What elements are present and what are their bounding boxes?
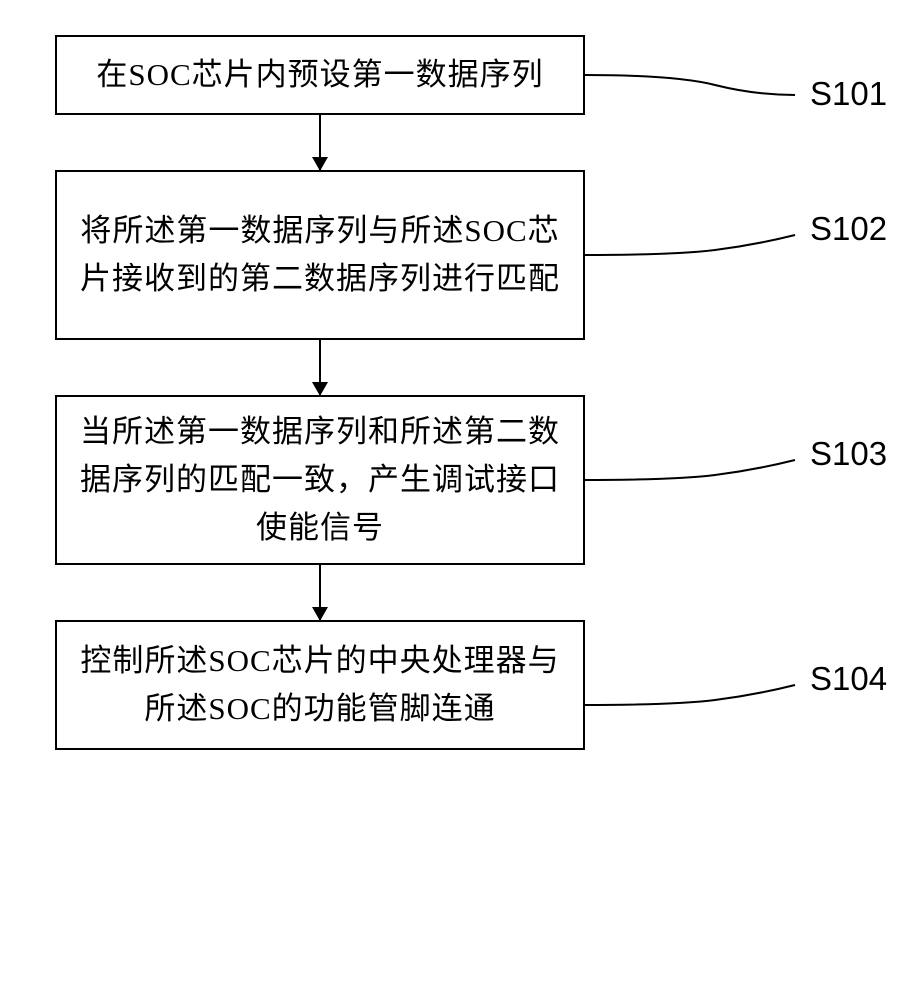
step-label-s103: S103 <box>810 435 887 473</box>
flowchart-step-4-text: 控制所述SOC芯片的中央处理器与所述SOC的功能管脚连通 <box>77 637 563 733</box>
flowchart-step-2-text: 将所述第一数据序列与所述SOC芯片接收到的第二数据序列进行匹配 <box>77 207 563 303</box>
flowchart-step-4: 控制所述SOC芯片的中央处理器与所述SOC的功能管脚连通 <box>55 620 585 750</box>
arrow-2 <box>55 340 585 395</box>
step-label-s104: S104 <box>810 660 887 698</box>
connector-s102 <box>585 205 805 285</box>
flowchart-step-1: 在SOC芯片内预设第一数据序列 <box>55 35 585 115</box>
connector-s103 <box>585 430 805 510</box>
flowchart-step-3-text: 当所述第一数据序列和所述第二数据序列的匹配一致，产生调试接口使能信号 <box>77 408 563 552</box>
flowchart-step-2: 将所述第一数据序列与所述SOC芯片接收到的第二数据序列进行匹配 <box>55 170 585 340</box>
connector-s104 <box>585 655 805 735</box>
arrow-3 <box>55 565 585 620</box>
arrow-1 <box>55 115 585 170</box>
flowchart-step-1-text: 在SOC芯片内预设第一数据序列 <box>96 51 543 99</box>
flowchart-container: 在SOC芯片内预设第一数据序列 S101 将所述第一数据序列与所述SOC芯片接收… <box>55 35 855 750</box>
step-label-s101: S101 <box>810 75 887 113</box>
connector-s101 <box>585 55 805 115</box>
flowchart-step-3: 当所述第一数据序列和所述第二数据序列的匹配一致，产生调试接口使能信号 <box>55 395 585 565</box>
step-label-s102: S102 <box>810 210 887 248</box>
